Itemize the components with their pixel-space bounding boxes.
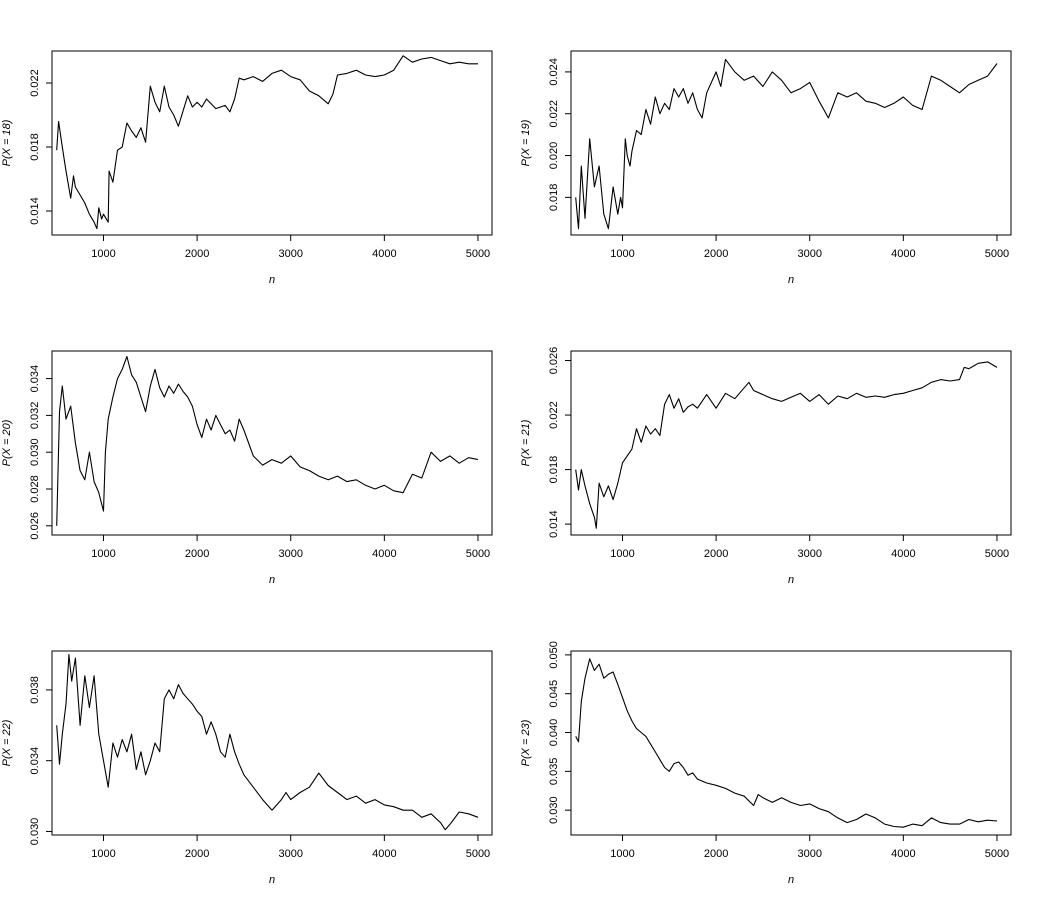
plot-panel-2: 1000 2000 3000 4000 5000 n 0.018 0.020 0.022 0.02… xyxy=(520,50,1012,286)
y-tick-label: 0.026 xyxy=(29,512,41,540)
y-tick-label: 0.032 xyxy=(29,402,41,430)
x-axis: 1000 2000 3000 4000 5000 xyxy=(91,234,490,260)
y-tick-label: 0.035 xyxy=(548,758,560,786)
x-tick-label: 2000 xyxy=(185,248,209,260)
x-axis-label: n xyxy=(269,274,275,286)
x-tick-label: 1000 xyxy=(91,548,115,560)
plot-frame xyxy=(570,350,1012,536)
y-tick-label: 0.034 xyxy=(29,365,41,393)
x-tick-label: 3000 xyxy=(797,848,821,860)
y-axis-label: P(X = 21) xyxy=(520,419,532,466)
y-tick-label: 0.024 xyxy=(548,58,560,86)
x-tick-label: 4000 xyxy=(891,848,915,860)
y-axis: 0.014 0.018 0.022 xyxy=(29,69,52,225)
x-tick-label: 4000 xyxy=(891,248,915,260)
y-tick-label: 0.028 xyxy=(29,475,41,503)
x-axis-label: n xyxy=(788,874,794,886)
y-axis-label: P(X = 19) xyxy=(520,119,532,166)
y-tick-label: 0.020 xyxy=(548,142,560,170)
plot-panel-6: 1000 2000 3000 4000 5000 n 0.030 0.035 0.040 0.04… xyxy=(520,641,1012,886)
x-tick-label: 3000 xyxy=(278,248,302,260)
y-tick-label: 0.014 xyxy=(29,197,41,225)
x-tick-label: 1000 xyxy=(91,848,115,860)
x-tick-label: 1000 xyxy=(610,548,634,560)
x-tick-label: 4000 xyxy=(372,248,396,260)
x-tick-label: 2000 xyxy=(704,548,728,560)
y-tick-label: 0.030 xyxy=(548,796,560,824)
y-axis-label: P(X = 20) xyxy=(1,419,13,466)
y-axis: 0.018 0.020 0.022 0.024 xyxy=(548,58,571,211)
x-tick-label: 2000 xyxy=(704,248,728,260)
x-tick-label: 4000 xyxy=(372,548,396,560)
plot-panel-5: 1000 2000 3000 4000 5000 n 0.030 0.034 0.038 P(X … xyxy=(1,650,493,886)
plot-frame xyxy=(570,650,1012,836)
y-tick-label: 0.018 xyxy=(548,184,560,212)
y-tick-label: 0.014 xyxy=(548,510,560,538)
x-tick-label: 4000 xyxy=(891,548,915,560)
x-tick-label: 5000 xyxy=(985,848,1009,860)
x-axis: 1000 2000 3000 4000 5000 xyxy=(610,234,1009,260)
y-tick-label: 0.040 xyxy=(548,719,560,747)
x-tick-label: 3000 xyxy=(278,548,302,560)
y-tick-label: 0.018 xyxy=(29,133,41,161)
y-tick-label: 0.038 xyxy=(29,676,41,704)
y-axis-label: P(X = 23) xyxy=(520,719,532,766)
x-axis: 1000 2000 3000 4000 5000 xyxy=(91,834,490,860)
plot-panel-1: 1000 2000 3000 4000 5000 n 0.014 0.018 0.022 P(X … xyxy=(1,50,493,286)
x-axis-label: n xyxy=(788,274,794,286)
x-tick-label: 5000 xyxy=(466,248,490,260)
series-line xyxy=(575,58,998,230)
y-axis: 0.030 0.034 0.038 xyxy=(29,676,52,845)
x-axis-label: n xyxy=(269,874,275,886)
series-line xyxy=(56,653,479,831)
y-tick-label: 0.022 xyxy=(29,69,41,97)
x-tick-label: 5000 xyxy=(466,848,490,860)
x-tick-label: 2000 xyxy=(185,848,209,860)
x-tick-label: 3000 xyxy=(797,248,821,260)
plot-panel-3: 1000 2000 3000 4000 5000 n 0.026 0.028 0.030 0.03… xyxy=(1,350,493,586)
x-tick-label: 3000 xyxy=(278,848,302,860)
y-tick-label: 0.022 xyxy=(548,401,560,429)
y-tick-label: 0.034 xyxy=(29,747,41,775)
plot-frame xyxy=(51,650,493,836)
series-line xyxy=(575,361,998,529)
y-axis-label: P(X = 22) xyxy=(1,719,13,766)
plot-frame xyxy=(570,50,1012,236)
x-tick-label: 2000 xyxy=(185,548,209,560)
x-axis: 1000 2000 3000 4000 5000 xyxy=(610,834,1009,860)
y-axis: 0.030 0.035 0.040 0.045 0.050 xyxy=(548,641,571,824)
x-axis-label: n xyxy=(269,574,275,586)
x-tick-label: 4000 xyxy=(372,848,396,860)
y-tick-label: 0.045 xyxy=(548,680,560,708)
y-tick-label: 0.030 xyxy=(29,438,41,466)
x-tick-label: 1000 xyxy=(91,248,115,260)
plot-frame xyxy=(51,50,493,236)
x-tick-label: 3000 xyxy=(797,548,821,560)
y-tick-label: 0.026 xyxy=(548,347,560,375)
x-tick-label: 5000 xyxy=(466,548,490,560)
y-tick-label: 0.018 xyxy=(548,456,560,484)
x-axis-label: n xyxy=(788,574,794,586)
y-tick-label: 0.050 xyxy=(548,641,560,669)
series-line xyxy=(56,355,479,526)
series-line xyxy=(575,658,998,828)
y-tick-label: 0.030 xyxy=(29,818,41,846)
x-tick-label: 1000 xyxy=(610,248,634,260)
x-axis: 1000 2000 3000 4000 5000 xyxy=(610,534,1009,560)
x-tick-label: 2000 xyxy=(704,848,728,860)
y-tick-label: 0.022 xyxy=(548,100,560,128)
y-axis-label: P(X = 18) xyxy=(1,119,13,166)
y-axis: 0.026 0.028 0.030 0.032 0.034 xyxy=(29,365,52,540)
x-axis: 1000 2000 3000 4000 5000 xyxy=(91,534,490,560)
x-tick-label: 5000 xyxy=(985,248,1009,260)
x-tick-label: 5000 xyxy=(985,548,1009,560)
y-axis: 0.014 0.018 0.022 0.026 xyxy=(548,347,571,538)
x-tick-label: 1000 xyxy=(610,848,634,860)
plot-panel-4: 1000 2000 3000 4000 5000 n 0.014 0.018 0.022 0.02… xyxy=(520,347,1012,586)
series-line xyxy=(56,55,478,230)
